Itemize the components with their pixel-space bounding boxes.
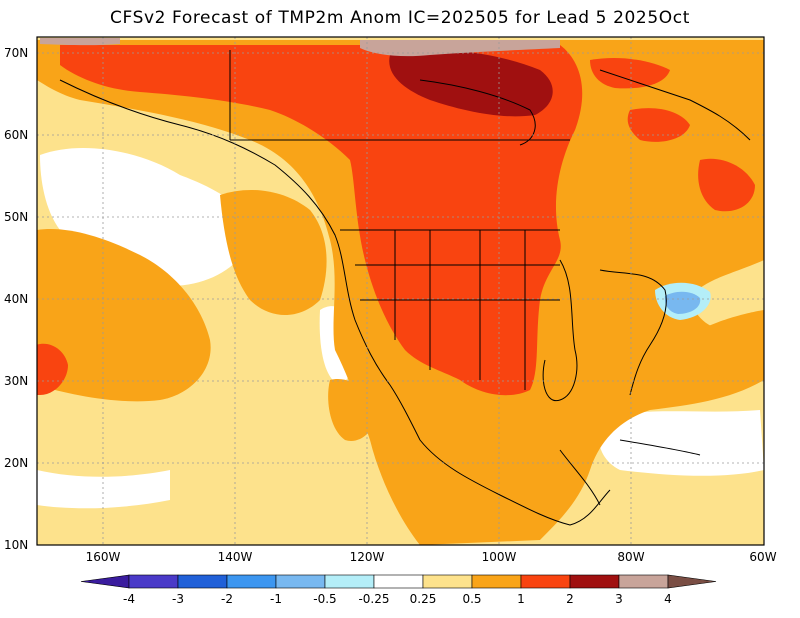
lon-label-60w: 60W — [749, 550, 777, 564]
lon-label-100w: 100W — [481, 550, 517, 564]
lat-label-10n: 10N — [4, 538, 29, 552]
lon-label-120w: 120W — [349, 550, 385, 564]
anomaly-2-3-arctic — [389, 50, 553, 117]
anomaly-near-zero-mexico-pacific — [37, 470, 170, 509]
colorbar-label: -2 — [221, 592, 233, 606]
colorbar-arrow-high — [667, 574, 717, 589]
lon-label-160w: 160W — [85, 550, 121, 564]
colorbar-label: 4 — [664, 592, 672, 606]
anomaly-3-4-west-arctic — [40, 38, 120, 46]
colorbar-label: 1 — [517, 592, 525, 606]
anomaly-3-4-arctic-coast — [360, 40, 560, 57]
colorbar-label: 0.5 — [462, 592, 482, 606]
anomaly-0.5-1-pacific — [37, 229, 211, 402]
colorbar-segment — [569, 574, 620, 589]
colorbar-segment — [618, 574, 669, 589]
colorbar-label: -4 — [123, 592, 135, 606]
anomaly-1-2-baja — [37, 343, 68, 395]
grid-lines — [37, 37, 764, 545]
colorbar-label: 0.25 — [409, 592, 437, 606]
colorbar-label: -0.5 — [313, 592, 337, 606]
colorbar-segment — [373, 574, 424, 589]
lon-label-140w: 140W — [217, 550, 253, 564]
anomaly-1-2-hudson-east — [590, 58, 670, 89]
colorbar-arrow-low — [80, 574, 130, 589]
anomaly-fill-layer — [37, 37, 764, 545]
lat-label-40n: 40N — [4, 292, 29, 306]
colorbar-label: -3 — [172, 592, 184, 606]
anomaly-1-2-labrador — [698, 158, 755, 212]
colorbar-segment — [177, 574, 228, 589]
lat-label-60n: 60N — [4, 128, 29, 142]
lat-label-30n: 30N — [4, 374, 29, 388]
anomaly-0.5-1-atlantic — [696, 310, 764, 382]
colorbar-segment — [422, 574, 473, 589]
anomaly-1-2-north — [60, 45, 583, 396]
colorbar-label: -0.25 — [358, 592, 390, 606]
map-frame — [36, 36, 765, 546]
lon-label-80w: 80W — [617, 550, 645, 564]
colorbar — [80, 574, 717, 589]
colorbar-segment — [128, 574, 179, 589]
colorbar-segment — [324, 574, 375, 589]
lat-label-50n: 50N — [4, 210, 29, 224]
colorbar-label: -1 — [270, 592, 282, 606]
colorbar-segment — [275, 574, 326, 589]
anomaly-0.5-1-east-pacific — [328, 379, 376, 441]
lat-label-20n: 20N — [4, 456, 29, 470]
coastline-layer — [59, 50, 751, 526]
colorbar-segment — [471, 574, 522, 589]
lat-label-70n: 70N — [4, 46, 29, 60]
anomaly-near-zero-caribbean — [598, 410, 764, 476]
map-title: CFSv2 Forecast of TMP2m Anom IC=202505 f… — [110, 8, 690, 28]
colorbar-label: 2 — [566, 592, 574, 606]
colorbar-segment — [226, 574, 277, 589]
anomaly-neg-0.5-east-coast — [664, 291, 701, 314]
colorbar-segment — [520, 574, 571, 589]
colorbar-label: 3 — [615, 592, 623, 606]
anomaly-1-2-greenland — [627, 108, 690, 142]
anomaly-0.5-1-gulf-alaska — [220, 190, 327, 315]
